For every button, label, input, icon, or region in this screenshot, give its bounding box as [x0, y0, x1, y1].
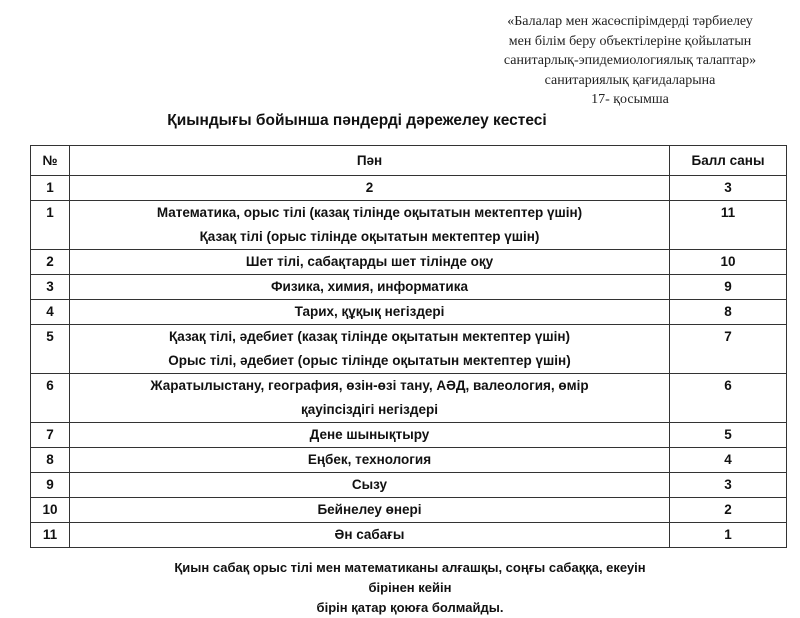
row-score: 6: [669, 373, 787, 423]
row-subject: Еңбек, технология: [69, 447, 670, 473]
subject-line: Дене шынықтыру: [309, 427, 430, 442]
row-subject: Тарих, құқық негіздері: [69, 299, 670, 325]
row-subject: Шет тілі, сабақтарды шет тілінде оқу: [69, 249, 670, 275]
annex-line: 17- қосымша: [591, 92, 669, 107]
annex-line: «Балалар мен жасөспірімдерді тәрбиелеу: [507, 14, 753, 29]
row-number: 4: [30, 299, 70, 325]
footnote-line: бірін қатар қоюға болмайды.: [316, 600, 504, 615]
header-number: №: [30, 145, 70, 176]
subject-line: Математика, орыс тілі (казақ тілінде оқы…: [156, 205, 583, 220]
row-score: 1: [669, 522, 787, 548]
row-score: 8: [669, 299, 787, 325]
table-row: 2 Шет тілі, сабақтарды шет тілінде оқу 10: [30, 249, 787, 275]
row-number: 7: [30, 422, 70, 448]
row-number: 1: [30, 200, 70, 250]
annex-line: мен білім беру объектілеріне қойылатын: [508, 33, 752, 49]
subject-ranking-table: № Пән Балл саны 1 2 3 1 Математика, орыс …: [30, 145, 787, 548]
row-subject: Қазақ тілі, әдебиет (казақ тілінде оқыта…: [69, 324, 670, 374]
row-score: 2: [669, 497, 787, 523]
annex-line: санитариялық қағидаларына: [544, 72, 716, 88]
row-subject: Ән сабағы: [69, 522, 670, 548]
subject-line: Жаратылыстану, география, өзін-өзі тану,…: [150, 378, 589, 393]
page-title: Қиындығы бойынша пәндерді дәрежелеу кест…: [167, 112, 547, 129]
header-score: Балл саны: [669, 145, 787, 176]
subject-line: Бейнелеу өнері: [317, 502, 422, 517]
table-row: 3 Физика, химия, информатика 9: [30, 274, 787, 300]
row-score: 11: [669, 200, 787, 250]
row-number: 10: [30, 497, 70, 523]
table-row: 7 Дене шынықтыру 5: [30, 422, 787, 448]
row-number: 11: [30, 522, 70, 548]
row-score: 7: [669, 324, 787, 374]
row-number: 3: [30, 274, 70, 300]
subject-line: Орыс тілі, әдебиет (орыс тілінде оқытаты…: [168, 353, 571, 368]
subject-line: Еңбек, технология: [307, 452, 432, 467]
subject-line: Ән сабағы: [334, 527, 405, 542]
row-score: 3: [669, 472, 787, 498]
row-subject: Сызу: [69, 472, 670, 498]
footnote-line: Қиын сабақ орыс тілі мен математиканы ал…: [174, 560, 646, 595]
row-score: 9: [669, 274, 787, 300]
row-score: 4: [669, 447, 787, 473]
row-subject: Физика, химия, информатика: [69, 274, 670, 300]
table-row: 6 Жаратылыстану, география, өзін-өзі тану…: [30, 373, 787, 423]
subject-line: Сызу: [351, 477, 388, 492]
subject-line: Физика, химия, информатика: [271, 279, 468, 294]
row-score: 5: [669, 422, 787, 448]
column-numbering-row: 1 2 3: [30, 175, 787, 201]
row-number: 8: [30, 447, 70, 473]
column-number-1: 1: [30, 175, 70, 201]
footnote: Қиын сабақ орыс тілі мен математиканы ал…: [150, 558, 670, 618]
annex-reference: «Балалар мен жасөспірімдерді тәрбиелеу м…: [460, 12, 800, 110]
table-row: 11 Ән сабағы 1: [30, 522, 787, 548]
table-row: 10 Бейнелеу өнері 2: [30, 497, 787, 523]
row-number: 5: [30, 324, 70, 374]
row-subject: Бейнелеу өнері: [69, 497, 670, 523]
column-number-2: 2: [69, 175, 670, 201]
header-subject: Пән: [69, 145, 670, 176]
column-number-3: 3: [669, 175, 787, 201]
row-subject: Жаратылыстану, география, өзін-өзі тану,…: [69, 373, 670, 423]
annex-line: санитарлық-эпидемиологиялық талаптар»: [503, 53, 757, 68]
table-row: 9 Сызу 3: [30, 472, 787, 498]
table-header-row: № Пән Балл саны: [30, 145, 787, 176]
subject-line: Шет тілі, сабақтарды шет тілінде оқу: [245, 254, 494, 269]
row-number: 6: [30, 373, 70, 423]
subject-line: Қазақ тілі (орыс тілінде оқытатын мектеп…: [199, 229, 540, 244]
subject-line: Қазақ тілі, әдебиет (казақ тілінде оқыта…: [168, 329, 571, 344]
table-row: 8 Еңбек, технология 4: [30, 447, 787, 473]
row-subject: Математика, орыс тілі (казақ тілінде оқы…: [69, 200, 670, 250]
row-number: 2: [30, 249, 70, 275]
table-row: 4 Тарих, құқық негіздері 8: [30, 299, 787, 325]
subject-line: Тарих, құқық негіздері: [294, 304, 445, 319]
row-score: 10: [669, 249, 787, 275]
table-row: 1 Математика, орыс тілі (казақ тілінде оқ…: [30, 200, 787, 250]
row-number: 9: [30, 472, 70, 498]
table-row: 5 Қазақ тілі, әдебиет (казақ тілінде оқыт…: [30, 324, 787, 374]
subject-line: қауіпсіздігі негіздері: [301, 402, 438, 417]
row-subject: Дене шынықтыру: [69, 422, 670, 448]
